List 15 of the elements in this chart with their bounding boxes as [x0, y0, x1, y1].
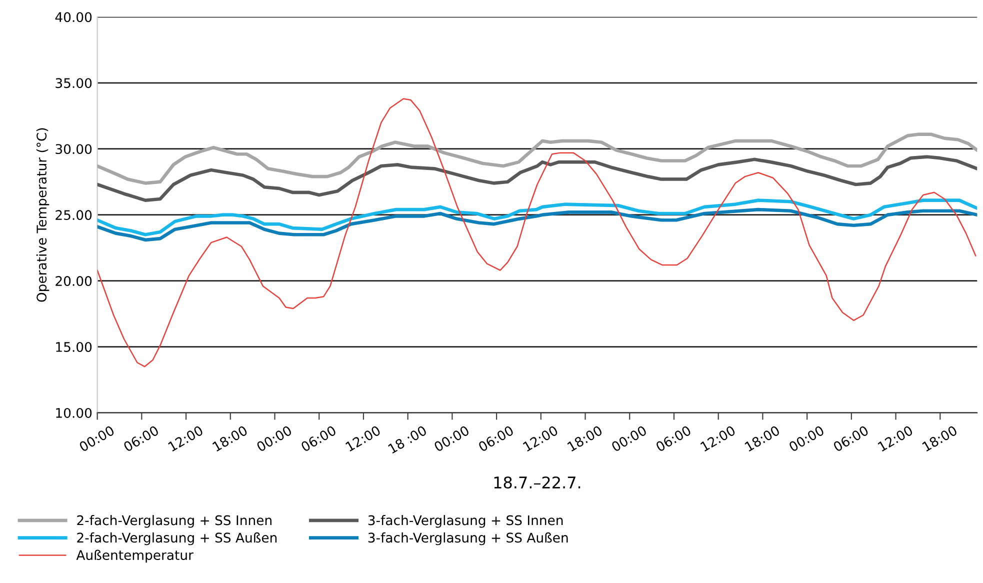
y-axis-title: Operative Temperatur (°C)	[36, 128, 50, 302]
y-tick-label: 30.00	[56, 144, 92, 154]
y-tick-label: 15.00	[56, 342, 92, 352]
x-tick-label: 18 :00	[388, 425, 428, 454]
legend-label: 2-fach-Verglasung + SS Außen	[77, 532, 277, 546]
y-tick-label: 40.00	[55, 12, 92, 22]
legend-label: 3-fach-Verglasung + SS Innen	[368, 515, 563, 528]
y-tick-label: 20.00	[56, 276, 92, 286]
y-tick-label: 25.00	[56, 210, 92, 220]
y-tick-label: 10.00	[56, 408, 92, 418]
y-tick-label: 35.00	[56, 78, 92, 88]
legend-label: 2-fach-Verglasung + SS Innen	[77, 515, 272, 528]
x-axis-title: 18.7.–22.7.	[494, 476, 580, 489]
legend-label: Außentemperatur	[76, 550, 194, 563]
legend-label: 3-fach-Verglasung + SS Außen	[368, 532, 568, 546]
